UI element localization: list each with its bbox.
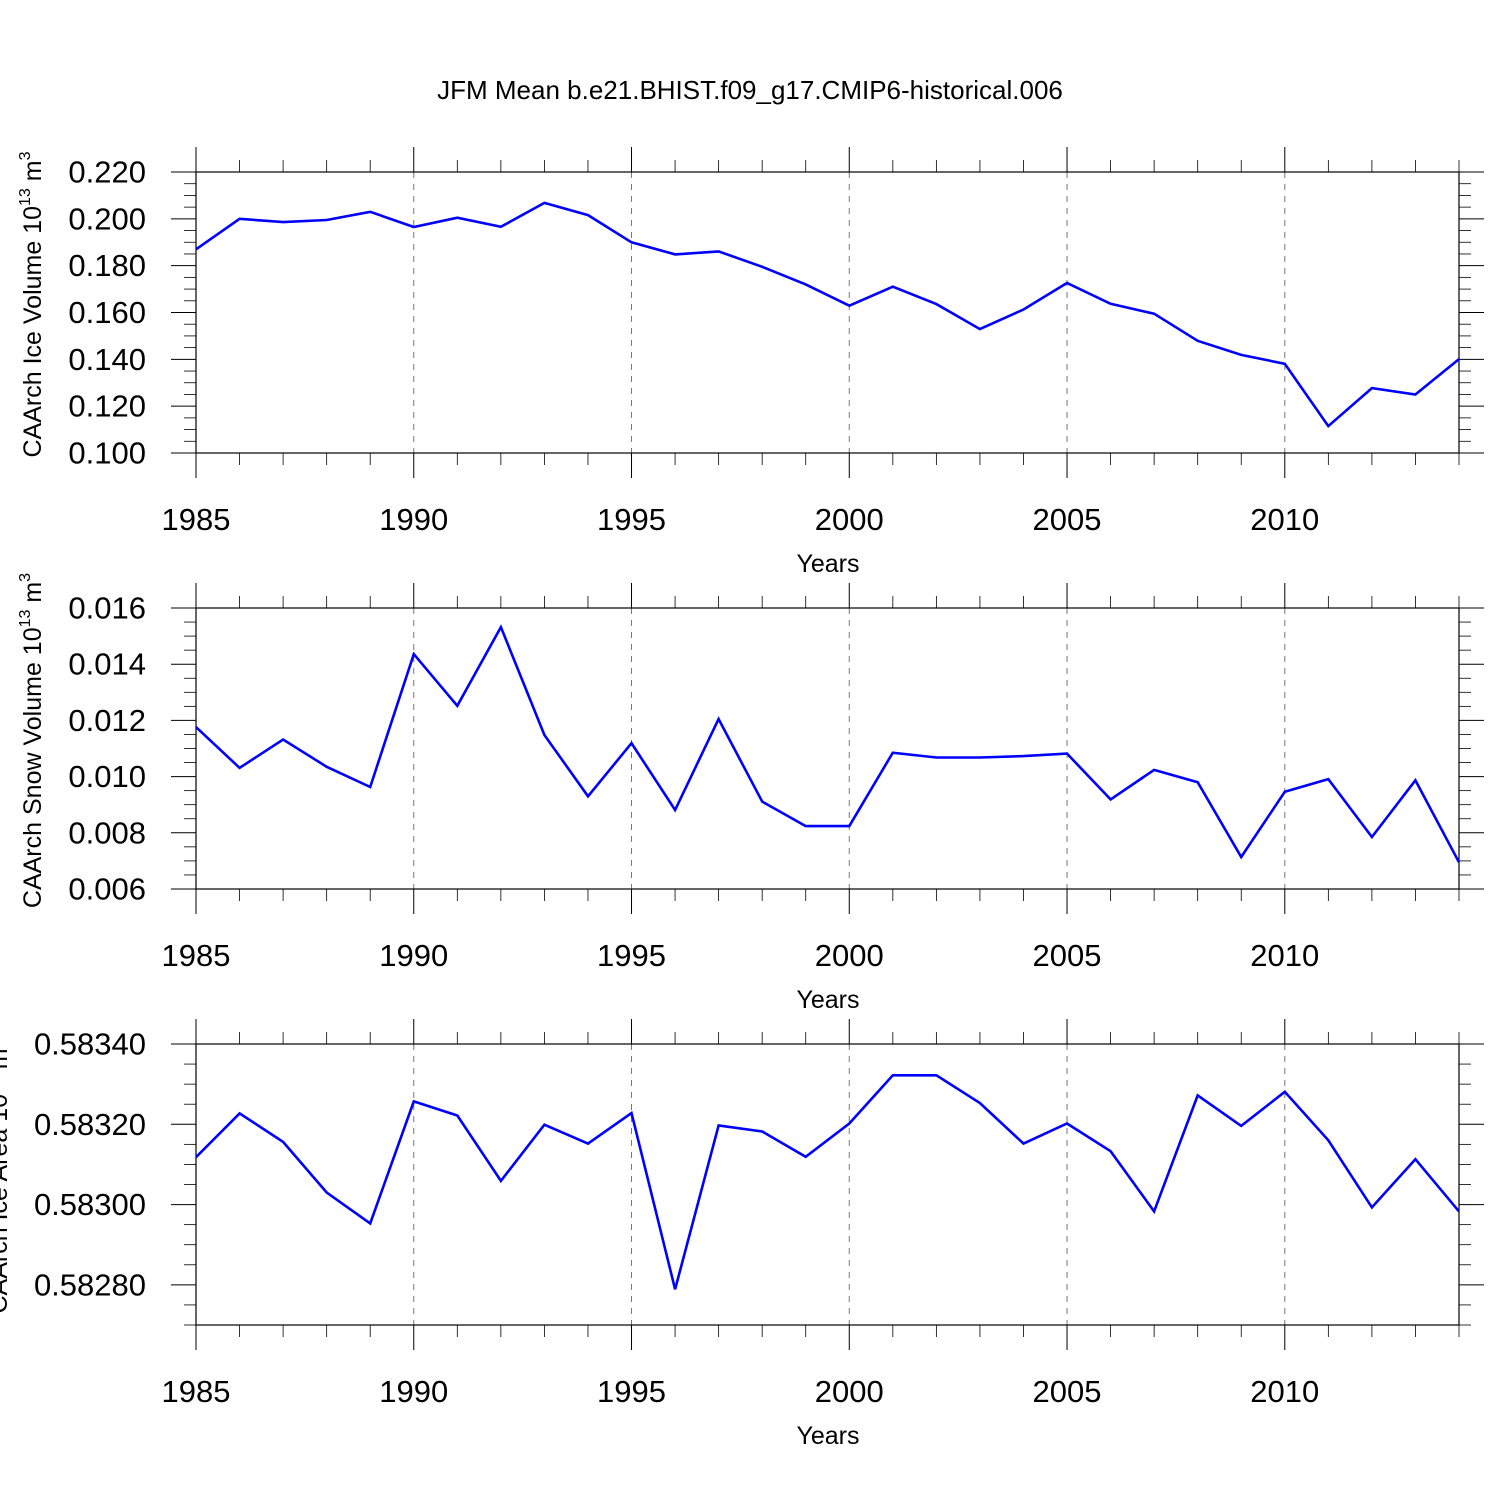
y-label-unit: m (19, 582, 47, 610)
y-tick-label: 0.010 (68, 759, 146, 794)
y-label-text: CAArch Ice Volume 10 (19, 206, 47, 458)
y-tick-label: 0.008 (68, 815, 146, 850)
x-tick-label: 2000 (815, 1374, 884, 1409)
y-axis-label: CAArch Ice Volume 1013 m3 (17, 151, 47, 457)
panel-2: 0.006 0.008 0.010 0.012 0.014 0.016 1985 1990 19… (17, 573, 1484, 1014)
y-label-text: CAArch Ice Area 10 (0, 1094, 13, 1314)
plot-frame (195, 171, 1460, 454)
x-tick-label: 2005 (1033, 938, 1102, 973)
x-tick-label: 1985 (162, 1374, 231, 1409)
y-label-unit-exponent: 3 (17, 151, 34, 160)
x-tick-label: 1990 (379, 502, 448, 537)
x-tick-label: 1985 (162, 938, 231, 973)
figure-title: JFM Mean b.e21.BHIST.f09_g17.CMIP6-histo… (437, 75, 1063, 105)
x-tick-label: 2000 (815, 502, 884, 537)
y-tick-label: 0.58320 (34, 1107, 146, 1142)
x-tick-label: 2010 (1250, 938, 1319, 973)
y-axis-label: CAArch Snow Volume 1013 m3 (17, 573, 47, 908)
x-tick-label: 2010 (1250, 502, 1319, 537)
y-tick-label: 0.180 (68, 248, 146, 283)
y-axis-label: CAArch Ice Area 1013 m2 (0, 1039, 13, 1313)
y-tick-label: 0.140 (68, 342, 146, 377)
x-axis-label: Years (796, 986, 859, 1014)
y-tick-label: 0.012 (68, 703, 146, 738)
y-label-exponent: 13 (17, 609, 34, 627)
x-tick-label: 1995 (597, 938, 666, 973)
panel-3: 0.58280 0.58300 0.58320 0.58340 1985 1990 1995… (0, 1019, 1484, 1450)
x-tick-label: 1990 (379, 938, 448, 973)
x-axis-label: Years (796, 1422, 859, 1450)
x-tick-label: 1995 (597, 1374, 666, 1409)
y-tick-label: 0.120 (68, 389, 146, 424)
y-tick-label: 0.200 (68, 201, 146, 236)
y-tick-label: 0.100 (68, 436, 146, 471)
y-tick-label: 0.016 (68, 591, 146, 626)
y-tick-label: 0.58300 (34, 1187, 146, 1222)
y-label-unit: m (19, 160, 47, 188)
x-tick-label: 1985 (162, 502, 231, 537)
x-tick-label: 1990 (379, 1374, 448, 1409)
y-tick-label: 0.160 (68, 295, 146, 330)
y-label-exponent: 13 (17, 188, 34, 206)
y-label-unit: m (0, 1048, 13, 1076)
y-tick-label: 0.006 (68, 872, 146, 907)
y-tick-label: 0.220 (68, 155, 146, 190)
plot-frame (195, 1043, 1460, 1326)
y-label-unit-exponent: 3 (17, 573, 34, 582)
x-tick-label: 2010 (1250, 1374, 1319, 1409)
y-tick-label: 0.58280 (34, 1267, 146, 1302)
plot-frame (195, 607, 1460, 890)
x-tick-label: 2005 (1033, 1374, 1102, 1409)
series-line (195, 1074, 1460, 1290)
x-axis-label: Years (796, 550, 859, 578)
y-tick-label: 0.58340 (34, 1027, 146, 1062)
series-line (195, 201, 1460, 429)
x-tick-label: 2000 (815, 938, 884, 973)
panel-1: 0.100 0.120 0.140 0.160 0.180 0.200 0.220 1985 1… (17, 147, 1484, 578)
x-tick-label: 1995 (597, 502, 666, 537)
series-line (195, 624, 1461, 863)
y-tick-label: 0.014 (68, 647, 146, 682)
y-label-text: CAArch Snow Volume 10 (19, 627, 47, 908)
x-tick-label: 2005 (1033, 502, 1102, 537)
